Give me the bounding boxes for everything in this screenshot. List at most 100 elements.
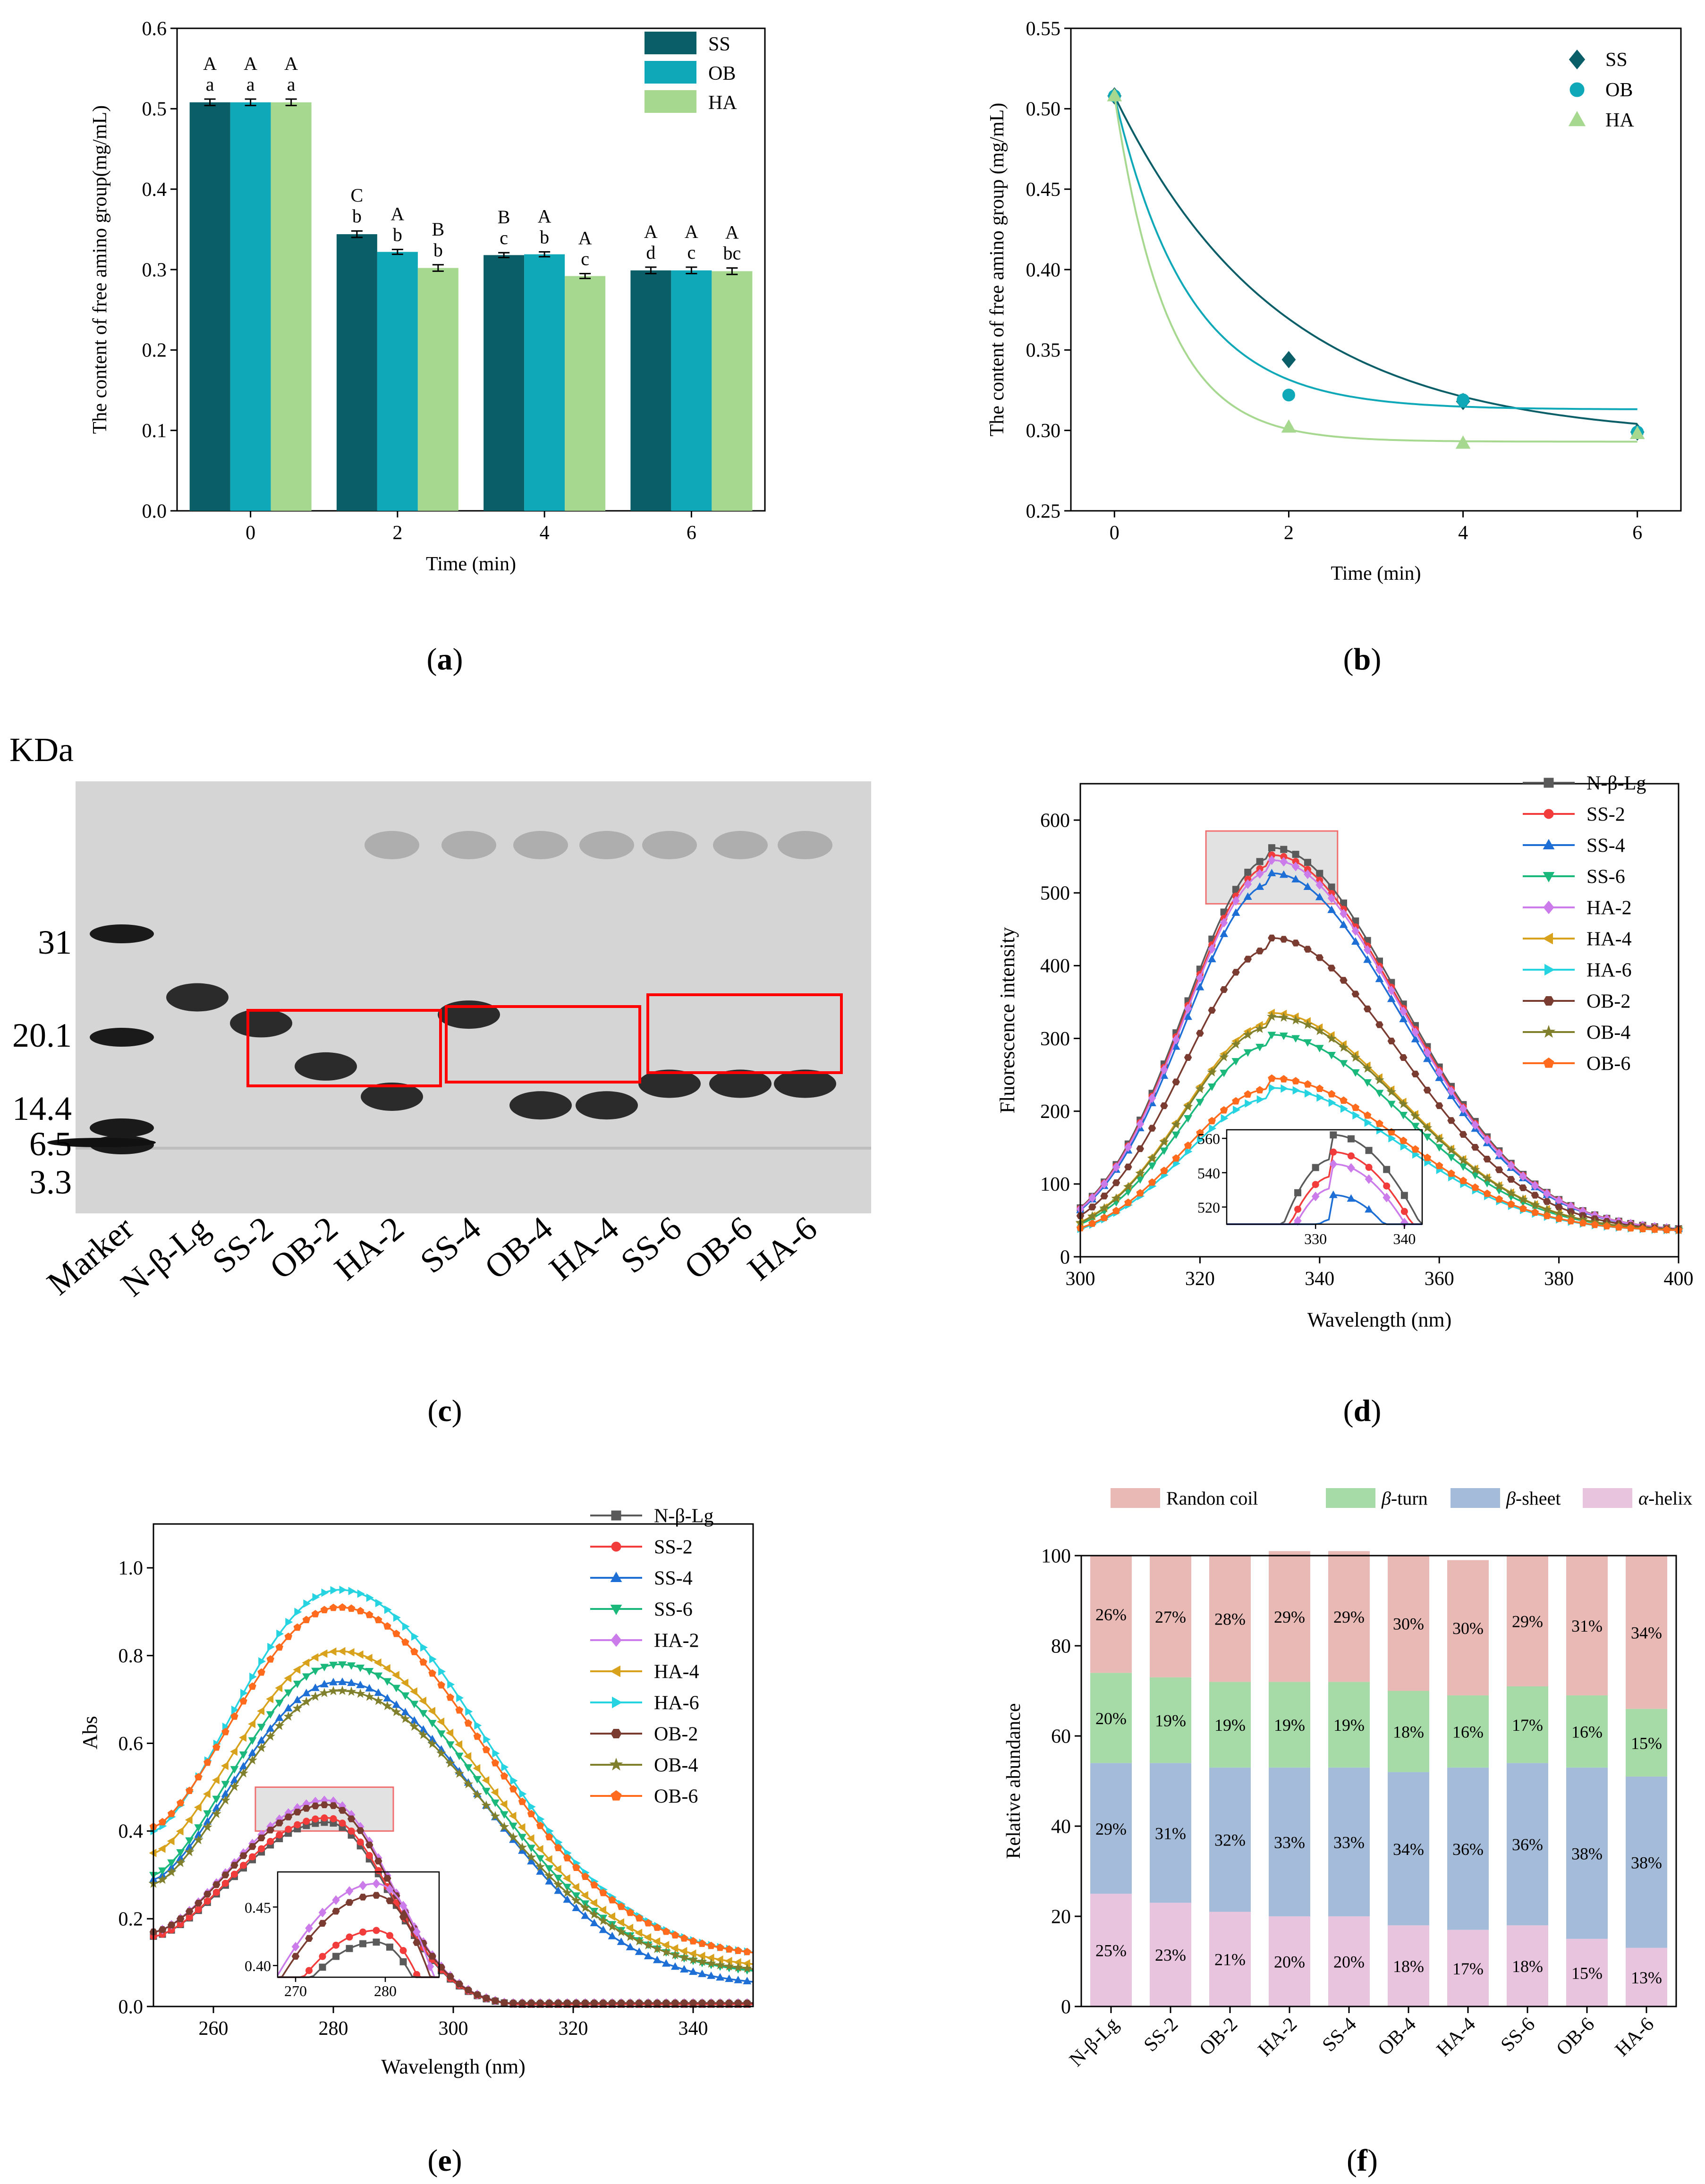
bar-segment-label: 19% [1155,1711,1186,1730]
series-marker [1351,990,1360,998]
series-marker [1267,1032,1276,1040]
series-marker [653,1937,661,1946]
series-marker [1518,1194,1528,1204]
inset-y-tick-label: 0.40 [245,1957,271,1974]
highlight-box [646,993,843,1074]
series-marker [320,1801,329,1808]
series-marker [276,1831,283,1839]
significance-lower: a [287,74,296,95]
series-marker [1196,1099,1205,1107]
series-marker [221,1727,229,1735]
series-marker [328,1685,339,1695]
panel-paren: ) [452,1394,462,1428]
series-marker [1459,1177,1467,1185]
series-marker [698,1999,706,2006]
legend-label: OB-2 [654,1723,698,1745]
legend-label: HA [708,92,737,114]
significance-lower: d [646,242,655,263]
series-marker [1196,973,1204,983]
significance-upper: A [578,228,592,249]
series-marker [635,1929,643,1938]
series-marker [258,1845,265,1853]
y-tick-label: 20 [1051,1906,1071,1928]
series-marker [1459,1163,1467,1171]
series-marker [266,1694,274,1703]
series-marker [563,1999,571,2006]
x-tick-label: 340 [679,2018,708,2040]
series-marker [1316,870,1323,877]
series-marker [581,1999,589,2006]
series-marker [436,1748,447,1758]
ladder-band [90,924,154,943]
marker-size-label: 6.5 [29,1125,72,1163]
significance-upper: C [351,185,364,206]
series-marker [625,1931,636,1941]
series-marker [1087,1211,1097,1220]
y-tick-label: 0.2 [142,340,167,362]
series-marker [725,1974,734,1982]
panel-b-scatter-chart: 0.25 0.30 0.35 0.40 0.45 0.50 0.55 0 2 4 6 Time (mi… [986,18,1682,584]
series-marker [266,1711,275,1719]
bar-segment-sheet [1209,1767,1251,1912]
series-marker [743,1977,752,1984]
significance-lower: bc [723,243,741,264]
series-marker [671,1931,679,1939]
series-marker [1651,1225,1659,1233]
series-marker [1305,1089,1312,1098]
series-marker [1147,1153,1157,1163]
significance-lower: b [393,224,402,245]
series-marker [670,1949,680,1959]
bar-segment-label: 30% [1452,1619,1484,1638]
series-marker [1519,1171,1527,1181]
series-marker [1136,1189,1144,1197]
significance-lower: a [246,74,255,95]
bar-segment-label: 31% [1571,1617,1603,1635]
series-marker [1303,1019,1313,1029]
inset-marker [1329,1190,1338,1198]
series-marker [716,1943,724,1951]
series-marker [652,1944,662,1953]
series-marker [725,1999,733,2006]
series-marker [1256,858,1264,865]
series-marker [293,1680,302,1688]
series-marker [1290,1015,1301,1024]
inset-marker [332,1895,340,1905]
series-marker [554,1844,562,1851]
series-marker [1352,1111,1360,1120]
series-marker [393,1613,401,1622]
series-marker [339,1585,347,1594]
series-marker [1399,1054,1408,1061]
series-marker [419,1658,427,1666]
y-tick-label: 0.0 [119,1996,144,2018]
series-marker [1447,1086,1455,1096]
series-marker [1315,880,1324,890]
series-marker [320,1649,328,1658]
series-marker [1279,1012,1289,1022]
series-marker [1327,1090,1336,1098]
series-marker [527,1999,535,2006]
protein-band [638,1069,701,1098]
series-marker [527,1810,535,1818]
series-marker [563,1895,572,1903]
series-marker [438,1667,446,1676]
panel-letter: d [1354,1394,1371,1428]
series-marker [1327,893,1336,903]
y-tick-label: 0.3 [142,259,167,281]
series-marker [1172,1154,1180,1162]
panel-label-f: (f) [1347,2143,1378,2178]
series-marker [185,1908,194,1915]
series-marker [734,1975,743,1983]
panel-label-c: (c) [427,1394,462,1428]
series-marker [1220,986,1228,993]
series-marker [1207,1084,1216,1091]
x-tick-label: 340 [1305,1268,1334,1290]
panel-labels: (a) (b)(c) (d)(e) (f) [427,642,1382,2178]
x-tick-label: 320 [1185,1268,1215,1290]
series-marker [670,1944,679,1953]
significance-upper: A [244,53,257,74]
series-marker [1340,1104,1348,1113]
inset-marker [319,1964,326,1971]
series-marker [239,1751,248,1759]
series-marker [492,1749,500,1758]
plot-frame [1079,783,1680,1258]
